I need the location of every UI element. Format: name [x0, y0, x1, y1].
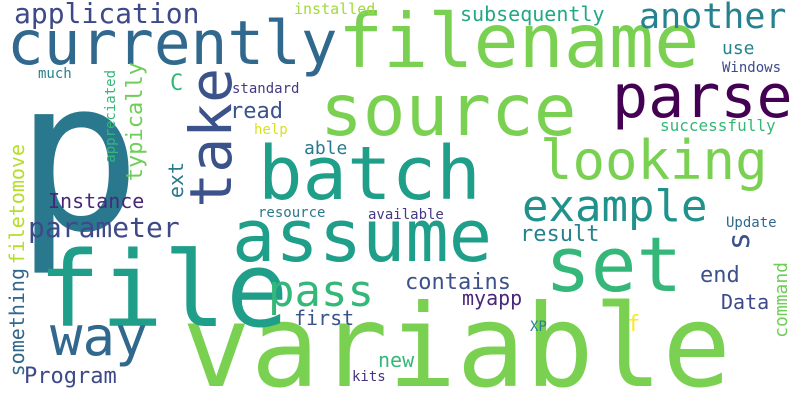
- word-typically: typically: [123, 62, 148, 182]
- word-f: f: [627, 312, 641, 337]
- word-kits: kits: [352, 369, 386, 385]
- word-c: C: [170, 71, 184, 96]
- word-use: use: [722, 38, 755, 59]
- word-parameter: parameter: [28, 211, 180, 244]
- word-result: result: [520, 222, 600, 247]
- word-currently: currently: [7, 8, 338, 79]
- word-p: p: [15, 34, 142, 279]
- word-windows: Windows: [722, 60, 782, 76]
- word-example: example: [522, 181, 708, 232]
- word-first: first: [294, 306, 355, 330]
- word-new: new: [378, 348, 415, 372]
- word-s: s: [722, 232, 757, 251]
- word-file: file: [38, 229, 289, 351]
- word-parse: parse: [612, 62, 793, 132]
- word-pass: pass: [268, 266, 374, 317]
- word-able: able: [304, 138, 348, 159]
- word-data: Data: [721, 290, 770, 314]
- word-way: way: [50, 305, 148, 368]
- word-successfully: successfully: [660, 116, 776, 135]
- word-filename: filename: [338, 0, 700, 85]
- word-update: Update: [726, 215, 777, 231]
- word-installed: installed: [294, 0, 376, 18]
- word-application: application: [14, 0, 200, 30]
- word-resource: resource: [258, 205, 326, 221]
- word-filetomove: filetomove: [5, 144, 29, 265]
- word-end: end: [700, 263, 740, 288]
- word-something: something: [5, 268, 29, 377]
- word-subsequently: subsequently: [460, 2, 605, 26]
- word-much: much: [38, 66, 72, 82]
- word-set: set: [545, 220, 683, 309]
- word-batch: batch: [258, 131, 481, 217]
- word-contains: contains: [405, 270, 511, 295]
- word-assume: assume: [232, 194, 493, 278]
- word-source: source: [320, 69, 577, 152]
- word-ext: ext: [164, 162, 188, 199]
- word-looking: looking: [540, 129, 768, 192]
- word-help: help: [254, 122, 288, 138]
- word-xp: XP: [530, 319, 547, 335]
- word-available: available: [368, 207, 444, 223]
- word-standard: standard: [232, 81, 300, 97]
- word-another: another: [639, 0, 787, 37]
- word-command: command: [771, 262, 792, 338]
- word-instance: Instance: [48, 189, 145, 213]
- word-program: Program: [24, 364, 117, 389]
- word-read: read: [230, 99, 283, 124]
- word-appreciated: appreciated: [103, 70, 119, 163]
- word-variable: variable: [182, 280, 732, 400]
- word-myapp: myapp: [462, 286, 523, 310]
